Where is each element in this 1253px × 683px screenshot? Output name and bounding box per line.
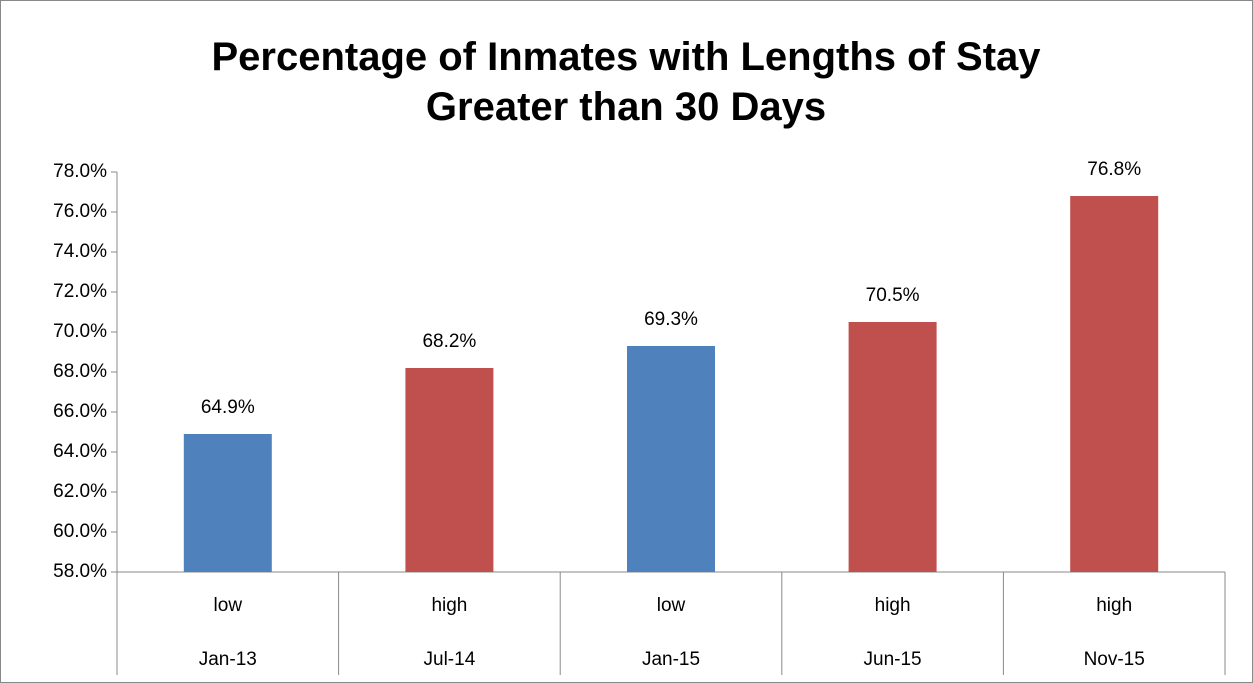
data-label: 70.5% — [866, 285, 920, 306]
x-level-label: high — [875, 595, 911, 616]
y-tick-label: 76.0% — [53, 201, 107, 222]
y-tick-label: 66.0% — [53, 401, 107, 422]
x-level-label: high — [431, 595, 467, 616]
x-tick-label: Jun-15 — [864, 649, 922, 670]
data-label: 76.8% — [1087, 159, 1141, 180]
y-tick-label: 74.0% — [53, 241, 107, 262]
bar — [627, 346, 715, 572]
data-label: 69.3% — [644, 309, 698, 330]
data-label: 64.9% — [201, 397, 255, 418]
x-level-label: low — [214, 595, 243, 616]
x-tick-label: Jan-13 — [199, 649, 257, 670]
y-tick-label: 70.0% — [53, 321, 107, 342]
x-tick-label: Jan-15 — [642, 649, 700, 670]
bar — [1070, 196, 1159, 572]
x-level-label: high — [1096, 595, 1132, 616]
y-tick-label: 58.0% — [53, 561, 107, 582]
bar — [183, 434, 272, 572]
y-tick-label: 62.0% — [53, 481, 107, 502]
y-tick-label: 60.0% — [53, 521, 107, 542]
data-label: 68.2% — [422, 331, 476, 352]
chart-title: Percentage of Inmates with Lengths of St… — [211, 35, 1041, 129]
bar — [848, 322, 937, 572]
x-tick-label: Jul-14 — [424, 649, 476, 670]
y-tick-label: 68.0% — [53, 361, 107, 382]
x-tick-label: Nov-15 — [1084, 649, 1145, 670]
y-tick-label: 64.0% — [53, 441, 107, 462]
x-level-label: low — [657, 595, 686, 616]
y-tick-label: 72.0% — [53, 281, 107, 302]
bar — [405, 368, 494, 572]
y-tick-label: 78.0% — [53, 161, 107, 182]
